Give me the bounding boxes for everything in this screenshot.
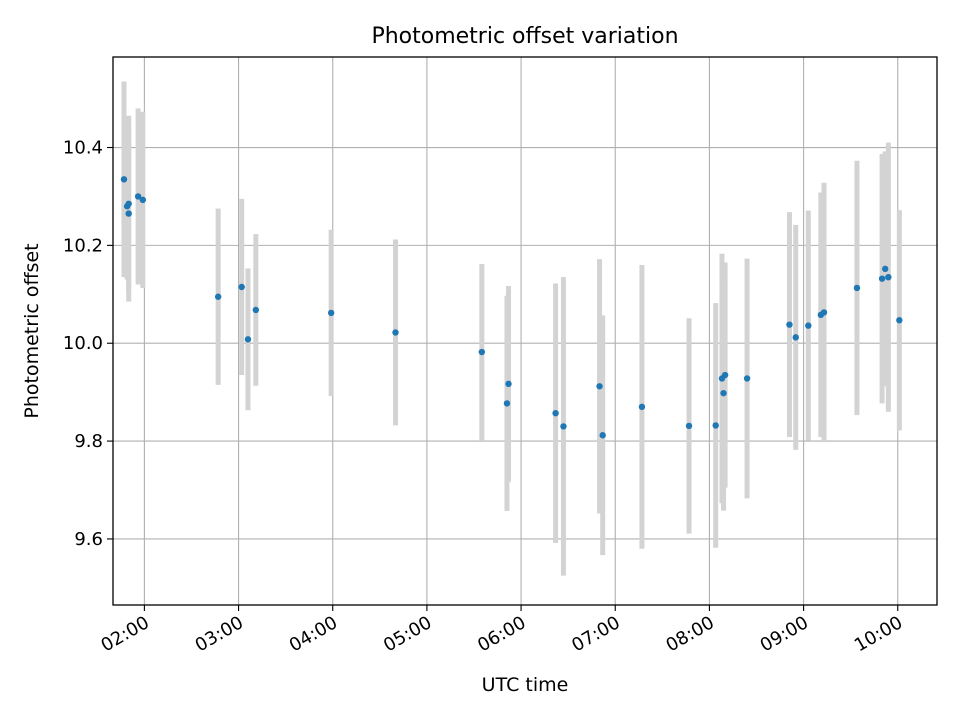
data-point xyxy=(120,176,128,183)
plot-frame xyxy=(112,56,938,606)
y-tick-label: 9.6 xyxy=(74,529,103,550)
data-point xyxy=(244,336,252,343)
data-point xyxy=(712,422,719,429)
data-point xyxy=(720,389,727,397)
data-point xyxy=(560,423,567,430)
y-axis: 9.6 9.8 10.0 10.2 10.4 xyxy=(63,138,113,550)
data-point xyxy=(721,371,729,379)
data-point xyxy=(327,309,335,317)
data-point xyxy=(596,383,603,390)
x-axis-label: UTC time xyxy=(482,674,569,696)
data-point xyxy=(478,348,486,356)
data-point xyxy=(505,380,512,388)
data-point xyxy=(685,422,693,430)
data-points xyxy=(120,176,903,439)
y-tick-label: 10.0 xyxy=(63,333,103,354)
data-point xyxy=(820,309,828,316)
data-point xyxy=(214,293,222,300)
data-point xyxy=(392,329,399,336)
data-point xyxy=(786,321,793,328)
data-point xyxy=(503,400,511,407)
y-tick-label: 10.4 xyxy=(63,138,103,159)
data-point xyxy=(805,322,812,329)
data-point xyxy=(252,306,260,314)
data-point xyxy=(885,273,892,281)
data-point xyxy=(125,210,132,217)
data-point xyxy=(896,317,903,324)
data-point xyxy=(882,265,889,273)
data-point xyxy=(853,284,861,292)
data-point xyxy=(139,196,147,204)
data-point xyxy=(134,193,142,200)
data-point xyxy=(638,403,646,411)
data-point xyxy=(599,432,606,439)
chart-title: Photometric offset variation xyxy=(371,24,678,49)
data-point xyxy=(125,200,132,207)
data-point xyxy=(878,275,886,282)
data-point xyxy=(743,375,751,382)
data-point xyxy=(552,410,559,417)
data-point xyxy=(792,334,799,341)
y-tick-label: 9.8 xyxy=(74,431,103,452)
y-axis-label: Photometric offset xyxy=(21,243,43,418)
data-point xyxy=(238,283,245,291)
y-tick-label: 10.2 xyxy=(63,235,103,256)
